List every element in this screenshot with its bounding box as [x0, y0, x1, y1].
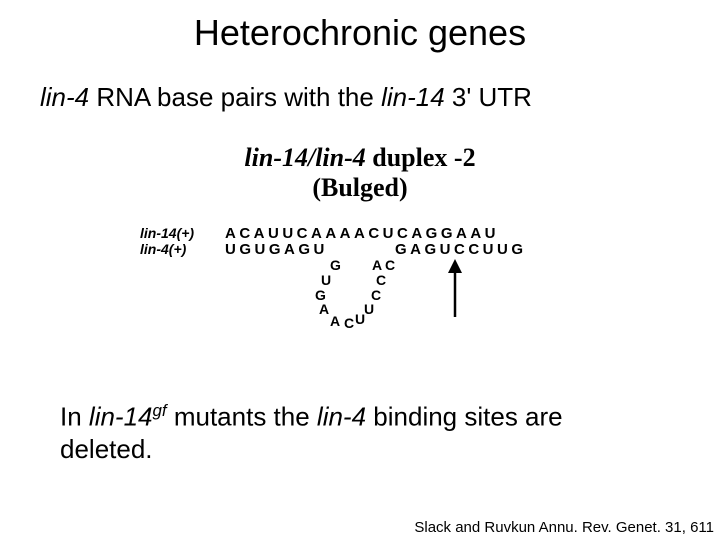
bulge-base: C — [376, 272, 386, 288]
gene-lin14: lin-14 — [381, 82, 445, 112]
bulge-base: A — [372, 257, 382, 273]
subtitle-text-2: 3' UTR — [445, 82, 532, 112]
conclusion-text: In lin-14gf mutants the lin-4 binding si… — [60, 400, 660, 466]
conclusion-gene-lin14: lin-14 — [89, 402, 153, 432]
arrow-icon — [444, 259, 466, 319]
bulge-base: C — [344, 315, 354, 331]
bulge-base: G — [330, 257, 341, 273]
conclusion-superscript: gf — [153, 401, 167, 420]
bulge-base: A — [319, 301, 329, 317]
subtitle: lin-4 RNA base pairs with the lin-14 3' … — [0, 54, 720, 113]
duplex-title-rest: duplex -2 — [366, 143, 476, 172]
subtitle-text-1: RNA base pairs with the — [89, 82, 381, 112]
conclusion-p3: mutants the — [167, 402, 317, 432]
sequence-diagram: lin-14(+) lin-4(+) ACAUUCAAAACUCAGGAAU U… — [140, 225, 580, 355]
page-title: Heterochronic genes — [0, 0, 720, 54]
seq-bottom-right: GAGUCCUUG — [395, 241, 527, 258]
conclusion-gene-lin4: lin-4 — [317, 402, 366, 432]
conclusion-p1: In — [60, 402, 89, 432]
gene-lin4: lin-4 — [40, 82, 89, 112]
bulge-base: A — [330, 313, 340, 329]
bulge-base: U — [321, 272, 331, 288]
duplex-title: lin-14/lin-4 duplex -2 — [0, 143, 720, 173]
bulge-base: U — [355, 311, 365, 327]
seq-label-lin14: lin-14(+) — [140, 225, 194, 241]
bulge-base: U — [364, 301, 374, 317]
bulge-base: C — [385, 257, 395, 273]
duplex-subtitle: (Bulged) — [0, 173, 720, 203]
seq-bottom-left: UGUGAGU — [225, 241, 328, 258]
citation: Slack and Ruvkun Annu. Rev. Genet. 31, 6… — [414, 519, 714, 536]
duplex-header: lin-14/lin-4 duplex -2 (Bulged) — [0, 113, 720, 203]
seq-label-lin4: lin-4(+) — [140, 241, 186, 257]
duplex-title-italic: lin-14/lin-4 — [244, 143, 365, 172]
seq-top-strand: ACAUUCAAAACUCAGGAAU — [225, 225, 499, 242]
